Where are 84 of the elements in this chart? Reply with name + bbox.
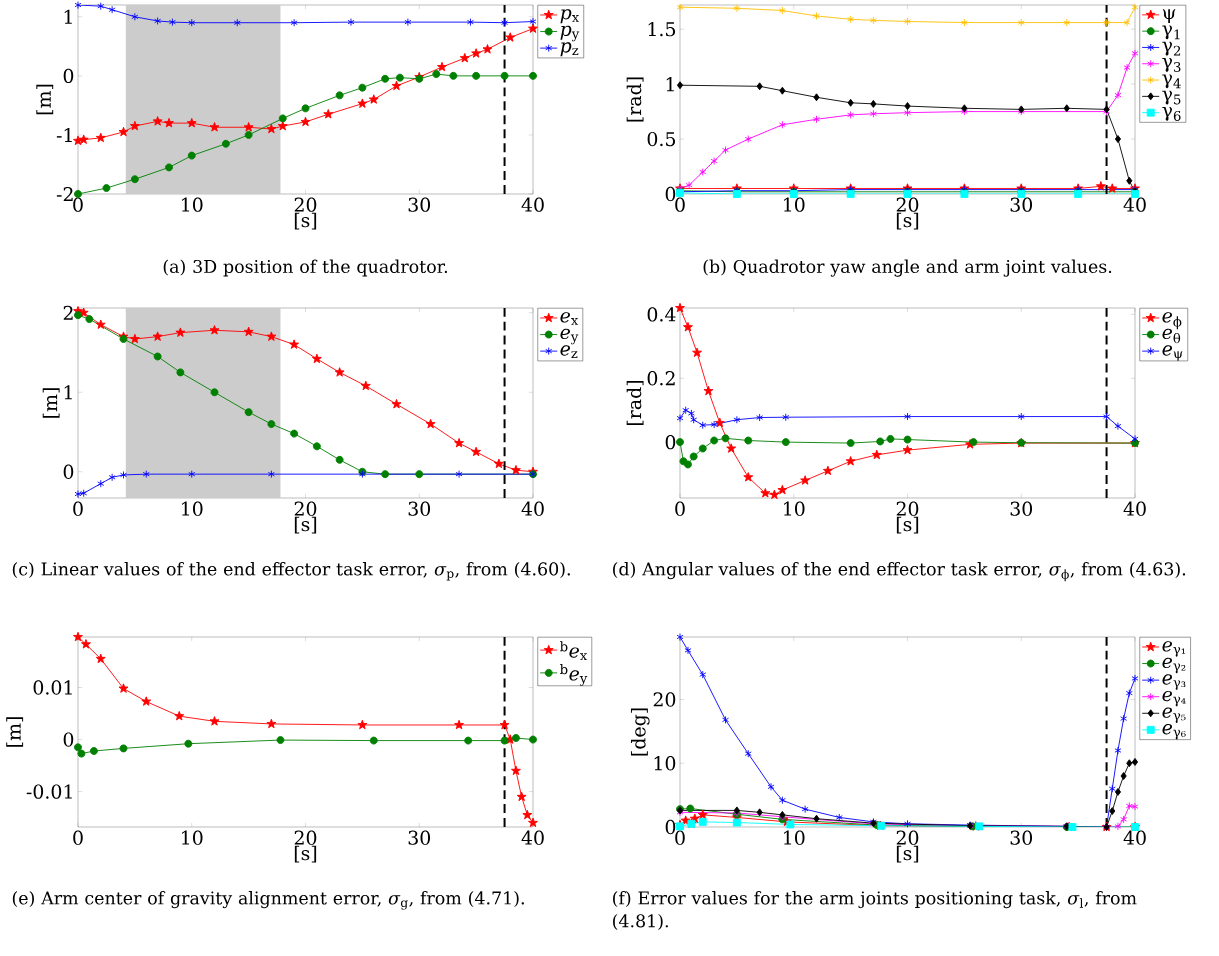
x-tick-label: 40: [1123, 197, 1146, 212]
legend-label: e$_{γ₁}$: [1162, 641, 1186, 657]
x-tick-label: 10: [182, 830, 203, 845]
x-tick-label: 30: [1010, 830, 1033, 845]
y-tick-label: -2: [56, 186, 73, 202]
y-axis-title: [rad]: [626, 77, 644, 122]
y-tick-label: 1: [666, 77, 674, 92]
x-axis-title: [s]: [896, 516, 919, 534]
x-tick-label: 20: [294, 830, 317, 845]
x-tick-label: 20: [294, 501, 317, 516]
y-tick-label: 0: [63, 464, 74, 479]
y-axis-title: [m]: [42, 388, 60, 418]
x-tick-label: 10: [784, 197, 805, 212]
legend-label: e$_{ψ}$: [1162, 345, 1183, 361]
legend-label: γ$_{6}$: [1162, 107, 1181, 121]
legend-label: e$_{y}$: [560, 328, 579, 345]
x-tick-label: 30: [408, 197, 431, 212]
legend-label: γ$_{1}$: [1162, 25, 1180, 40]
y-tick-label: 1: [64, 9, 72, 24]
legend-label: ψ: [1162, 9, 1176, 23]
x-tick-label: 30: [408, 501, 431, 516]
legend-label: p$_{z}$: [560, 42, 579, 57]
legend-label: e$_{z}$: [560, 345, 578, 359]
x-axis-title: [s]: [294, 212, 317, 230]
legend-label: γ$_{5}$: [1162, 90, 1181, 105]
legend-label: e$_{γ₂}$: [1162, 657, 1186, 674]
legend-label: e$_{γ₄}$: [1162, 690, 1186, 707]
x-tick-label: 10: [182, 501, 203, 516]
x-axis-title: [s]: [896, 212, 919, 230]
legend-label: γ$_{2}$: [1162, 41, 1181, 56]
y-tick-label: 1.5: [648, 22, 676, 37]
x-tick-label: 40: [1123, 830, 1146, 845]
legend-label: p$_{y}$: [560, 25, 580, 42]
y-tick-label: 0: [665, 434, 676, 450]
x-tick-label: 40: [521, 197, 544, 212]
legend-label: e$_{x}$: [560, 312, 579, 325]
legend-label: p$_{x}$: [560, 9, 580, 24]
y-tick-label: 0.4: [647, 307, 676, 322]
y-tick-label: -1: [56, 127, 72, 142]
legend-label: γ$_{3}$: [1162, 58, 1181, 73]
x-tick-label: 20: [294, 197, 317, 212]
x-tick-label: 20: [896, 197, 919, 212]
x-tick-label: 20: [896, 830, 919, 845]
y-axis-title: [rad]: [626, 381, 644, 425]
y-tick-label: 0: [63, 68, 74, 84]
y-tick-label: 0.01: [33, 680, 72, 695]
x-tick-label: 40: [521, 830, 544, 845]
text: (b) Quadrotor yaw angle and arm joint values.: [703, 259, 1112, 277]
y-tick-label: 10: [654, 756, 676, 771]
text: (d) Angular values of the end effector task error, σ$_{ϕ}$, from (4.63).: [613, 562, 1186, 582]
x-tick-label: 40: [521, 501, 544, 516]
legend-label: e$_{γ₅}$: [1162, 707, 1186, 723]
y-tick-label: 1: [64, 385, 72, 400]
x-tick-label: 30: [1010, 501, 1033, 516]
y-axis-title: [m]: [36, 84, 54, 115]
x-axis-title: [s]: [896, 845, 919, 863]
y-tick-label: 0: [665, 186, 676, 202]
x-tick-label: 40: [1123, 501, 1146, 516]
y-tick-label: 0.5: [647, 131, 676, 147]
text: (e) Arm center of gravity alignment error, σ$_{g}$, from (4.71).: [12, 891, 524, 910]
x-tick-label: 30: [1010, 197, 1033, 212]
legend-label: $^{b}$e$_{y}$: [560, 663, 588, 686]
y-tick-label: -0.01: [26, 784, 72, 799]
y-tick-label: 20: [653, 692, 676, 707]
x-tick-label: 20: [896, 501, 919, 516]
y-tick-label: 0: [665, 819, 676, 835]
x-tick-label: 10: [784, 501, 805, 516]
text: (c) Linear values of the end effector task error, σ$_{p}$, from (4.60).: [12, 562, 570, 581]
x-tick-label: 30: [408, 830, 431, 845]
y-axis-title: [deg]: [630, 708, 650, 756]
legend-label: e$_{γ₆}$: [1162, 724, 1186, 740]
legend-label: e$_{γ₃}$: [1162, 674, 1186, 690]
chart-title: (f) Error values for the arm joints positioning task, σ$_{l}$, from (4.81).: [613, 891, 1137, 930]
x-tick-label: 10: [182, 197, 203, 212]
x-tick-label: 10: [784, 830, 805, 845]
y-tick-label: 0: [63, 732, 74, 747]
legend-label: γ$_{4}$: [1162, 74, 1181, 89]
y-axis-title: [m]: [6, 717, 24, 747]
legend-label: $^{b}$e$_{x}$: [560, 641, 588, 661]
text: (a) 3D position of the quadrotor.: [163, 259, 448, 277]
x-axis-title: [s]: [294, 516, 317, 534]
x-axis-title: [s]: [294, 845, 317, 863]
y-tick-label: 0.2: [647, 371, 675, 386]
y-tick-label: 2: [63, 305, 73, 320]
